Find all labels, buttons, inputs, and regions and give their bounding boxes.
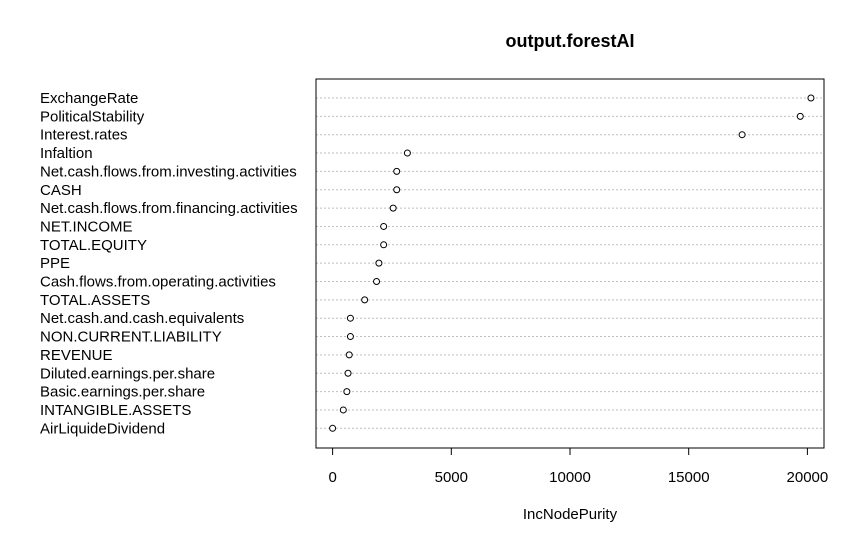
category-label: INTANGIBLE.ASSETS [40, 402, 191, 419]
category-label: AirLiquideDividend [40, 420, 165, 437]
category-label: REVENUE [40, 347, 113, 364]
data-point [375, 259, 383, 267]
data-point [345, 351, 353, 359]
data-point [361, 296, 369, 304]
category-label: PPE [40, 255, 70, 272]
x-axis: 0 5000 10000 15000 20000 [328, 447, 829, 486]
data-point [807, 94, 815, 102]
data-point [346, 314, 354, 322]
category-label: Interest.rates [40, 127, 128, 144]
category-label: TOTAL.EQUITY [40, 237, 147, 254]
category-label: NON.CURRENT.LIABILITY [40, 329, 222, 346]
data-point [380, 222, 388, 230]
category-label: TOTAL.ASSETS [40, 292, 150, 309]
category-label: Basic.earnings.per.share [40, 384, 205, 401]
data-point [343, 388, 351, 396]
x-tick-label: 0 [328, 469, 336, 486]
data-point [380, 241, 388, 249]
data-point [389, 204, 397, 212]
x-tick-label: 10000 [549, 469, 591, 486]
data-points [329, 94, 815, 432]
data-point [796, 112, 804, 120]
category-label: Diluted.earnings.per.share [40, 365, 215, 382]
grid-lines [316, 97, 824, 429]
category-label: CASH [40, 182, 82, 199]
category-label: PoliticalStability [40, 108, 145, 125]
data-point [403, 149, 411, 157]
data-point [346, 333, 354, 341]
category-label: ExchangeRate [40, 90, 138, 107]
x-axis-label: IncNodePurity [523, 506, 618, 523]
data-point [393, 167, 401, 175]
data-point [329, 424, 337, 432]
chart-title: output.forestAI [506, 31, 635, 51]
x-tick-label: 5000 [435, 469, 468, 486]
data-point [393, 186, 401, 194]
x-tick-label: 20000 [787, 469, 829, 486]
category-label: NET.INCOME [40, 218, 133, 235]
data-point [373, 278, 381, 285]
category-label: Infaltion [40, 145, 93, 162]
data-point [738, 131, 746, 139]
category-label: Cash.flows.from.operating.activities [40, 274, 276, 291]
data-point [344, 369, 352, 377]
category-label: Net.cash.flows.from.investing.activities [40, 163, 297, 180]
category-label: Net.cash.and.cash.equivalents [40, 310, 244, 327]
category-label: Net.cash.flows.from.financing.activities [40, 200, 298, 217]
x-tick-label: 15000 [668, 469, 710, 486]
data-point [339, 406, 347, 414]
